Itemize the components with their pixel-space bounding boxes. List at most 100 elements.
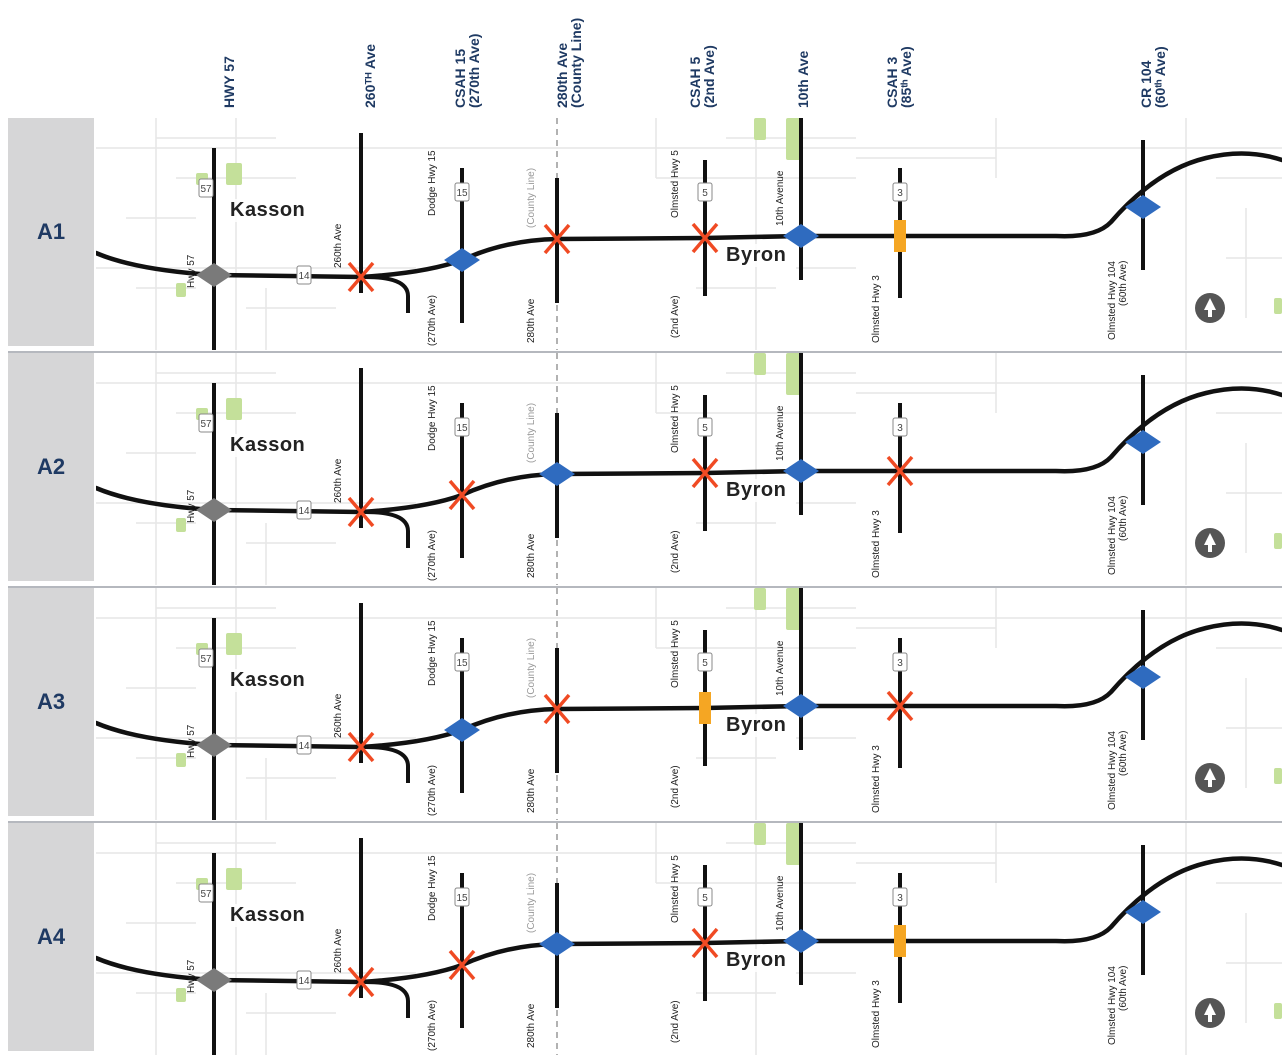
interchange-diamond-marker	[539, 462, 575, 486]
hwy57-node-diamond	[196, 498, 232, 522]
us57-shield: 57	[198, 413, 214, 433]
x-stroke	[347, 496, 375, 528]
column-header-bar: HWY 57 260ᵀᴴ Ave CSAH 15 (270th Ave) 280…	[0, 0, 1282, 118]
header-line: CSAH 5	[687, 56, 703, 108]
park-area	[176, 753, 186, 767]
cr15-shield: 15	[454, 887, 470, 907]
north-arrow-icon	[1195, 998, 1225, 1028]
interchange-diamond-marker	[1125, 430, 1161, 454]
town-label-byron: Byron	[724, 949, 789, 972]
street-label-olmsted5: Olmsted Hwy 5	[670, 385, 681, 453]
street-label-dodge15: Dodge Hwy 15	[427, 150, 438, 216]
street-label-county-line: (County Line)	[526, 402, 537, 463]
park-area	[226, 633, 242, 655]
closed-x-marker	[691, 457, 719, 489]
street-label-olmsted104: Olmsted Hwy 104	[1107, 966, 1118, 1045]
route-shield-outline	[198, 413, 214, 433]
x-stroke	[691, 927, 719, 959]
hwy57-node-diamond	[196, 263, 232, 287]
street-label-olmsted3: Olmsted Hwy 3	[871, 510, 882, 578]
route-shield-outline	[454, 417, 470, 437]
street-label-2nd: (2nd Ave)	[670, 295, 681, 338]
header-line: 280th Ave	[554, 42, 570, 108]
column-header-csah5: CSAH 5 (2nd Ave)	[687, 45, 717, 108]
route-shield-outline	[892, 182, 908, 202]
header-line: 260ᵀᴴ Ave	[362, 43, 378, 108]
street-label-260th: 260th Ave	[333, 223, 344, 268]
street-label-olmsted5: Olmsted Hwy 5	[670, 855, 681, 923]
header-line: 10th Ave	[795, 50, 811, 108]
header-line: CSAH 3	[884, 56, 900, 108]
basemap-streets	[96, 353, 1282, 585]
park-area	[1274, 533, 1282, 549]
route-shield-number: 14	[298, 976, 310, 987]
route-shield-outline	[296, 265, 312, 285]
x-stroke	[691, 457, 719, 489]
column-header-260th: 260ᵀᴴ Ave	[362, 43, 378, 108]
route-shield-outline	[697, 182, 713, 202]
route-shield-outline	[697, 652, 713, 672]
us14-shield: 14	[296, 970, 312, 990]
park-area	[786, 118, 802, 160]
alternative-map-a3: 57 14 15 5 3 Kasson Byron Hwy 57 260th Ave Dodge …	[96, 588, 1282, 820]
cr3-shield: 3	[892, 652, 908, 672]
x-stroke	[448, 949, 476, 981]
street-label-dodge15: Dodge Hwy 15	[427, 855, 438, 921]
street-label-olmsted5: Olmsted Hwy 5	[670, 150, 681, 218]
street-label-2nd: (2nd Ave)	[670, 765, 681, 808]
route-shield-number: 3	[897, 188, 903, 199]
column-header-csah3: CSAH 3 (85ᵗʰ Ave)	[884, 46, 914, 108]
route-shield-number: 5	[702, 423, 708, 434]
route-shield-number: 57	[200, 184, 212, 195]
park-area	[754, 118, 766, 140]
local-road-hook	[360, 979, 410, 1018]
interchange-diamond-marker	[444, 718, 480, 742]
route-shield-outline	[454, 182, 470, 202]
column-header-csah15: CSAH 15 (270th Ave)	[452, 34, 482, 108]
town-label-byron: Byron	[724, 244, 789, 267]
street-label-county-line: (County Line)	[526, 167, 537, 228]
cr15-shield: 15	[454, 182, 470, 202]
basemap-streets	[96, 823, 1282, 1055]
park-area	[754, 588, 766, 610]
street-label-270th: (270th Ave)	[427, 765, 438, 816]
x-stroke	[886, 690, 914, 722]
riro-bar-marker	[894, 220, 906, 252]
park-area	[226, 868, 242, 890]
park-area	[1274, 768, 1282, 784]
street-label-hwy57: Hwy 57	[186, 254, 197, 288]
north-arrow-glyph	[1204, 1003, 1216, 1022]
closed-x-marker	[543, 223, 571, 255]
route-shield-number: 57	[200, 889, 212, 900]
closed-x-marker	[448, 479, 476, 511]
route-shield-outline	[198, 648, 214, 668]
basemap-streets	[96, 118, 1282, 350]
street-label-10th: 10th Avenue	[775, 405, 786, 461]
hwy57-node-diamond	[196, 733, 232, 757]
closed-x-marker	[347, 261, 375, 293]
north-arrow-glyph	[1204, 768, 1216, 787]
x-stroke	[543, 693, 571, 725]
route-shield-outline	[296, 500, 312, 520]
park-area	[176, 988, 186, 1002]
row-separator	[8, 821, 1282, 823]
map-canvas: 57 14 15 5 3	[96, 118, 1282, 350]
x-stroke	[543, 223, 571, 255]
cr3-shield: 3	[892, 182, 908, 202]
street-label-60th: (60th Ave)	[1118, 965, 1129, 1011]
hwy57-node-diamond	[196, 968, 232, 992]
street-label-280th: 280th Ave	[526, 1003, 537, 1048]
street-label-olmsted3: Olmsted Hwy 3	[871, 275, 882, 343]
street-label-10th: 10th Avenue	[775, 640, 786, 696]
x-stroke	[347, 966, 375, 998]
north-arrow-icon	[1195, 293, 1225, 323]
closed-x-marker	[347, 731, 375, 763]
route-shield-number: 15	[456, 423, 468, 434]
route-shield-number: 3	[897, 658, 903, 669]
cr15-shield: 15	[454, 652, 470, 672]
interchange-diamond-marker	[783, 694, 819, 718]
street-label-2nd: (2nd Ave)	[670, 1000, 681, 1043]
north-arrow-glyph	[1204, 298, 1216, 317]
route-shield-number: 5	[702, 893, 708, 904]
us14-shield: 14	[296, 265, 312, 285]
